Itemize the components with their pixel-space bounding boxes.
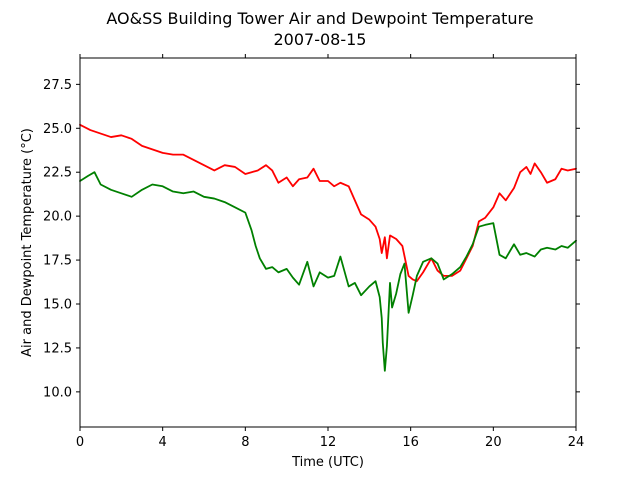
y-tick-label: 12.5 (43, 341, 72, 356)
y-tick-label: 27.5 (43, 78, 72, 93)
y-axis-label: Air and Dewpoint Temperature (°C) (20, 128, 35, 357)
plot-frame (79, 57, 577, 428)
y-axis: 10.0 12.5 15.0 17.5 20.0 22.5 25.0 27.5 (43, 78, 580, 400)
x-tick-label: 24 (568, 435, 585, 450)
chart-subtitle: 2007-08-15 (274, 30, 367, 49)
y-tick-label: 25.0 (43, 122, 72, 137)
x-axis: 0 4 8 12 16 20 24 (76, 54, 584, 450)
x-tick-label: 0 (76, 435, 84, 450)
x-tick-label: 8 (241, 435, 249, 450)
x-tick-label: 16 (402, 435, 419, 450)
y-tick-label: 10.0 (43, 385, 72, 400)
series-line-2 (79, 171, 577, 372)
chart-title: AO&SS Building Tower Air and Dewpoint Te… (106, 9, 533, 28)
x-axis-label: Time (UTC) (291, 455, 364, 470)
y-tick-label: 22.5 (43, 166, 72, 181)
x-tick-label: 20 (485, 435, 502, 450)
y-tick-label: 17.5 (43, 254, 72, 269)
series-layer (79, 123, 577, 372)
x-tick-label: 4 (159, 435, 167, 450)
y-tick-label: 15.0 (43, 298, 72, 313)
series-line-1 (79, 123, 577, 283)
x-tick-label: 12 (320, 435, 337, 450)
y-tick-label: 20.0 (43, 210, 72, 225)
